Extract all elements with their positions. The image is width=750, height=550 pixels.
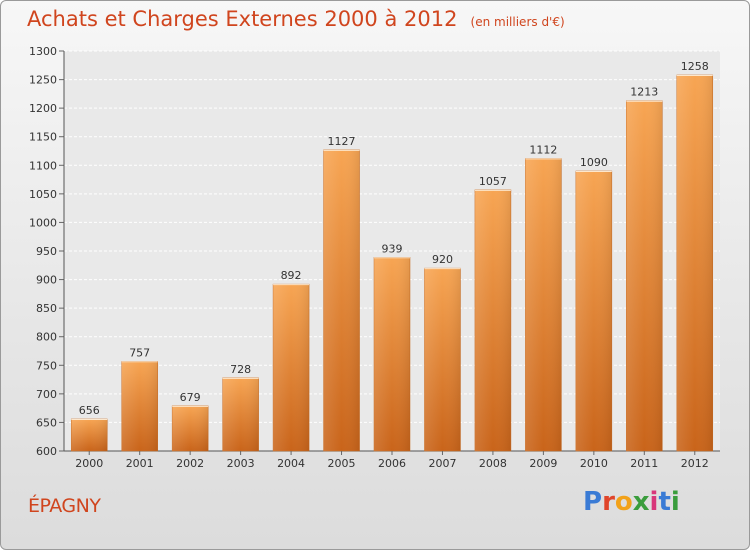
logo-letter: i (649, 487, 659, 517)
bar-shine (474, 189, 511, 451)
bar-shine (626, 100, 663, 451)
data-label: 728 (230, 363, 251, 376)
x-tick-label: 2007 (428, 457, 456, 470)
y-tick-label: 800 (36, 331, 57, 344)
data-label: 679 (180, 391, 201, 404)
bar-shine (575, 171, 612, 451)
x-tick-label: 2008 (479, 457, 507, 470)
y-tick-label: 600 (36, 445, 57, 458)
bar-shine (222, 377, 259, 451)
y-tick-label: 1050 (29, 188, 57, 201)
bar-shine (71, 419, 108, 451)
data-label: 1213 (630, 86, 658, 99)
x-tick-label: 2002 (176, 457, 204, 470)
x-tick-label: 2004 (277, 457, 305, 470)
bar-shine (424, 268, 461, 451)
y-tick-label: 650 (36, 416, 57, 429)
data-label: 892 (281, 269, 302, 282)
bar-shine (525, 158, 562, 451)
bar-shine (323, 149, 360, 451)
y-tick-label: 950 (36, 245, 57, 258)
bar-shine (121, 361, 158, 451)
y-tick-label: 1300 (29, 45, 57, 58)
y-tick-label: 700 (36, 388, 57, 401)
data-label: 757 (129, 346, 150, 359)
y-tick-label: 850 (36, 302, 57, 315)
x-tick-label: 2005 (328, 457, 356, 470)
chart-subtitle: (en milliers d'€) (470, 15, 565, 29)
logo-letter: x (632, 487, 650, 517)
x-tick-label: 2009 (529, 457, 557, 470)
proxiti-logo: Proxiti (583, 487, 680, 517)
x-tick-label: 2001 (126, 457, 154, 470)
bar-shine (676, 75, 713, 451)
data-label: 1057 (479, 175, 507, 188)
commune-name: ÉPAGNY (28, 495, 101, 517)
bar-shine (374, 257, 410, 451)
logo-letter: P (583, 487, 603, 517)
x-tick-label: 2010 (580, 457, 608, 470)
logo-letter: r (602, 487, 615, 517)
data-label: 656 (79, 404, 100, 417)
x-tick-label: 2012 (681, 457, 709, 470)
data-label: 1112 (529, 143, 557, 156)
y-tick-label: 1150 (29, 131, 57, 144)
x-tick-label: 2011 (630, 457, 658, 470)
logo-letter: t (658, 487, 671, 517)
bar-shine (172, 405, 209, 451)
data-label: 1127 (328, 135, 356, 148)
bar-shine (273, 284, 310, 451)
x-tick-label: 2000 (75, 457, 103, 470)
y-tick-label: 1000 (29, 216, 57, 229)
chart-title-block: Achats et Charges Externes 2000 à 2012 (… (27, 7, 565, 31)
x-tick-label: 2003 (227, 457, 255, 470)
data-label: 1258 (681, 60, 709, 73)
data-label: 1090 (580, 156, 608, 169)
logo-letter: o (614, 487, 633, 517)
data-label: 920 (432, 253, 453, 266)
y-tick-label: 750 (36, 359, 57, 372)
chart-title: Achats et Charges Externes 2000 à 2012 (27, 7, 458, 31)
logo-letter: i (670, 487, 680, 517)
data-label: 939 (382, 242, 403, 255)
y-tick-label: 1100 (29, 159, 57, 172)
y-tick-label: 900 (36, 274, 57, 287)
y-tick-label: 1200 (29, 102, 57, 115)
x-tick-label: 2006 (378, 457, 406, 470)
y-tick-label: 1250 (29, 74, 57, 87)
